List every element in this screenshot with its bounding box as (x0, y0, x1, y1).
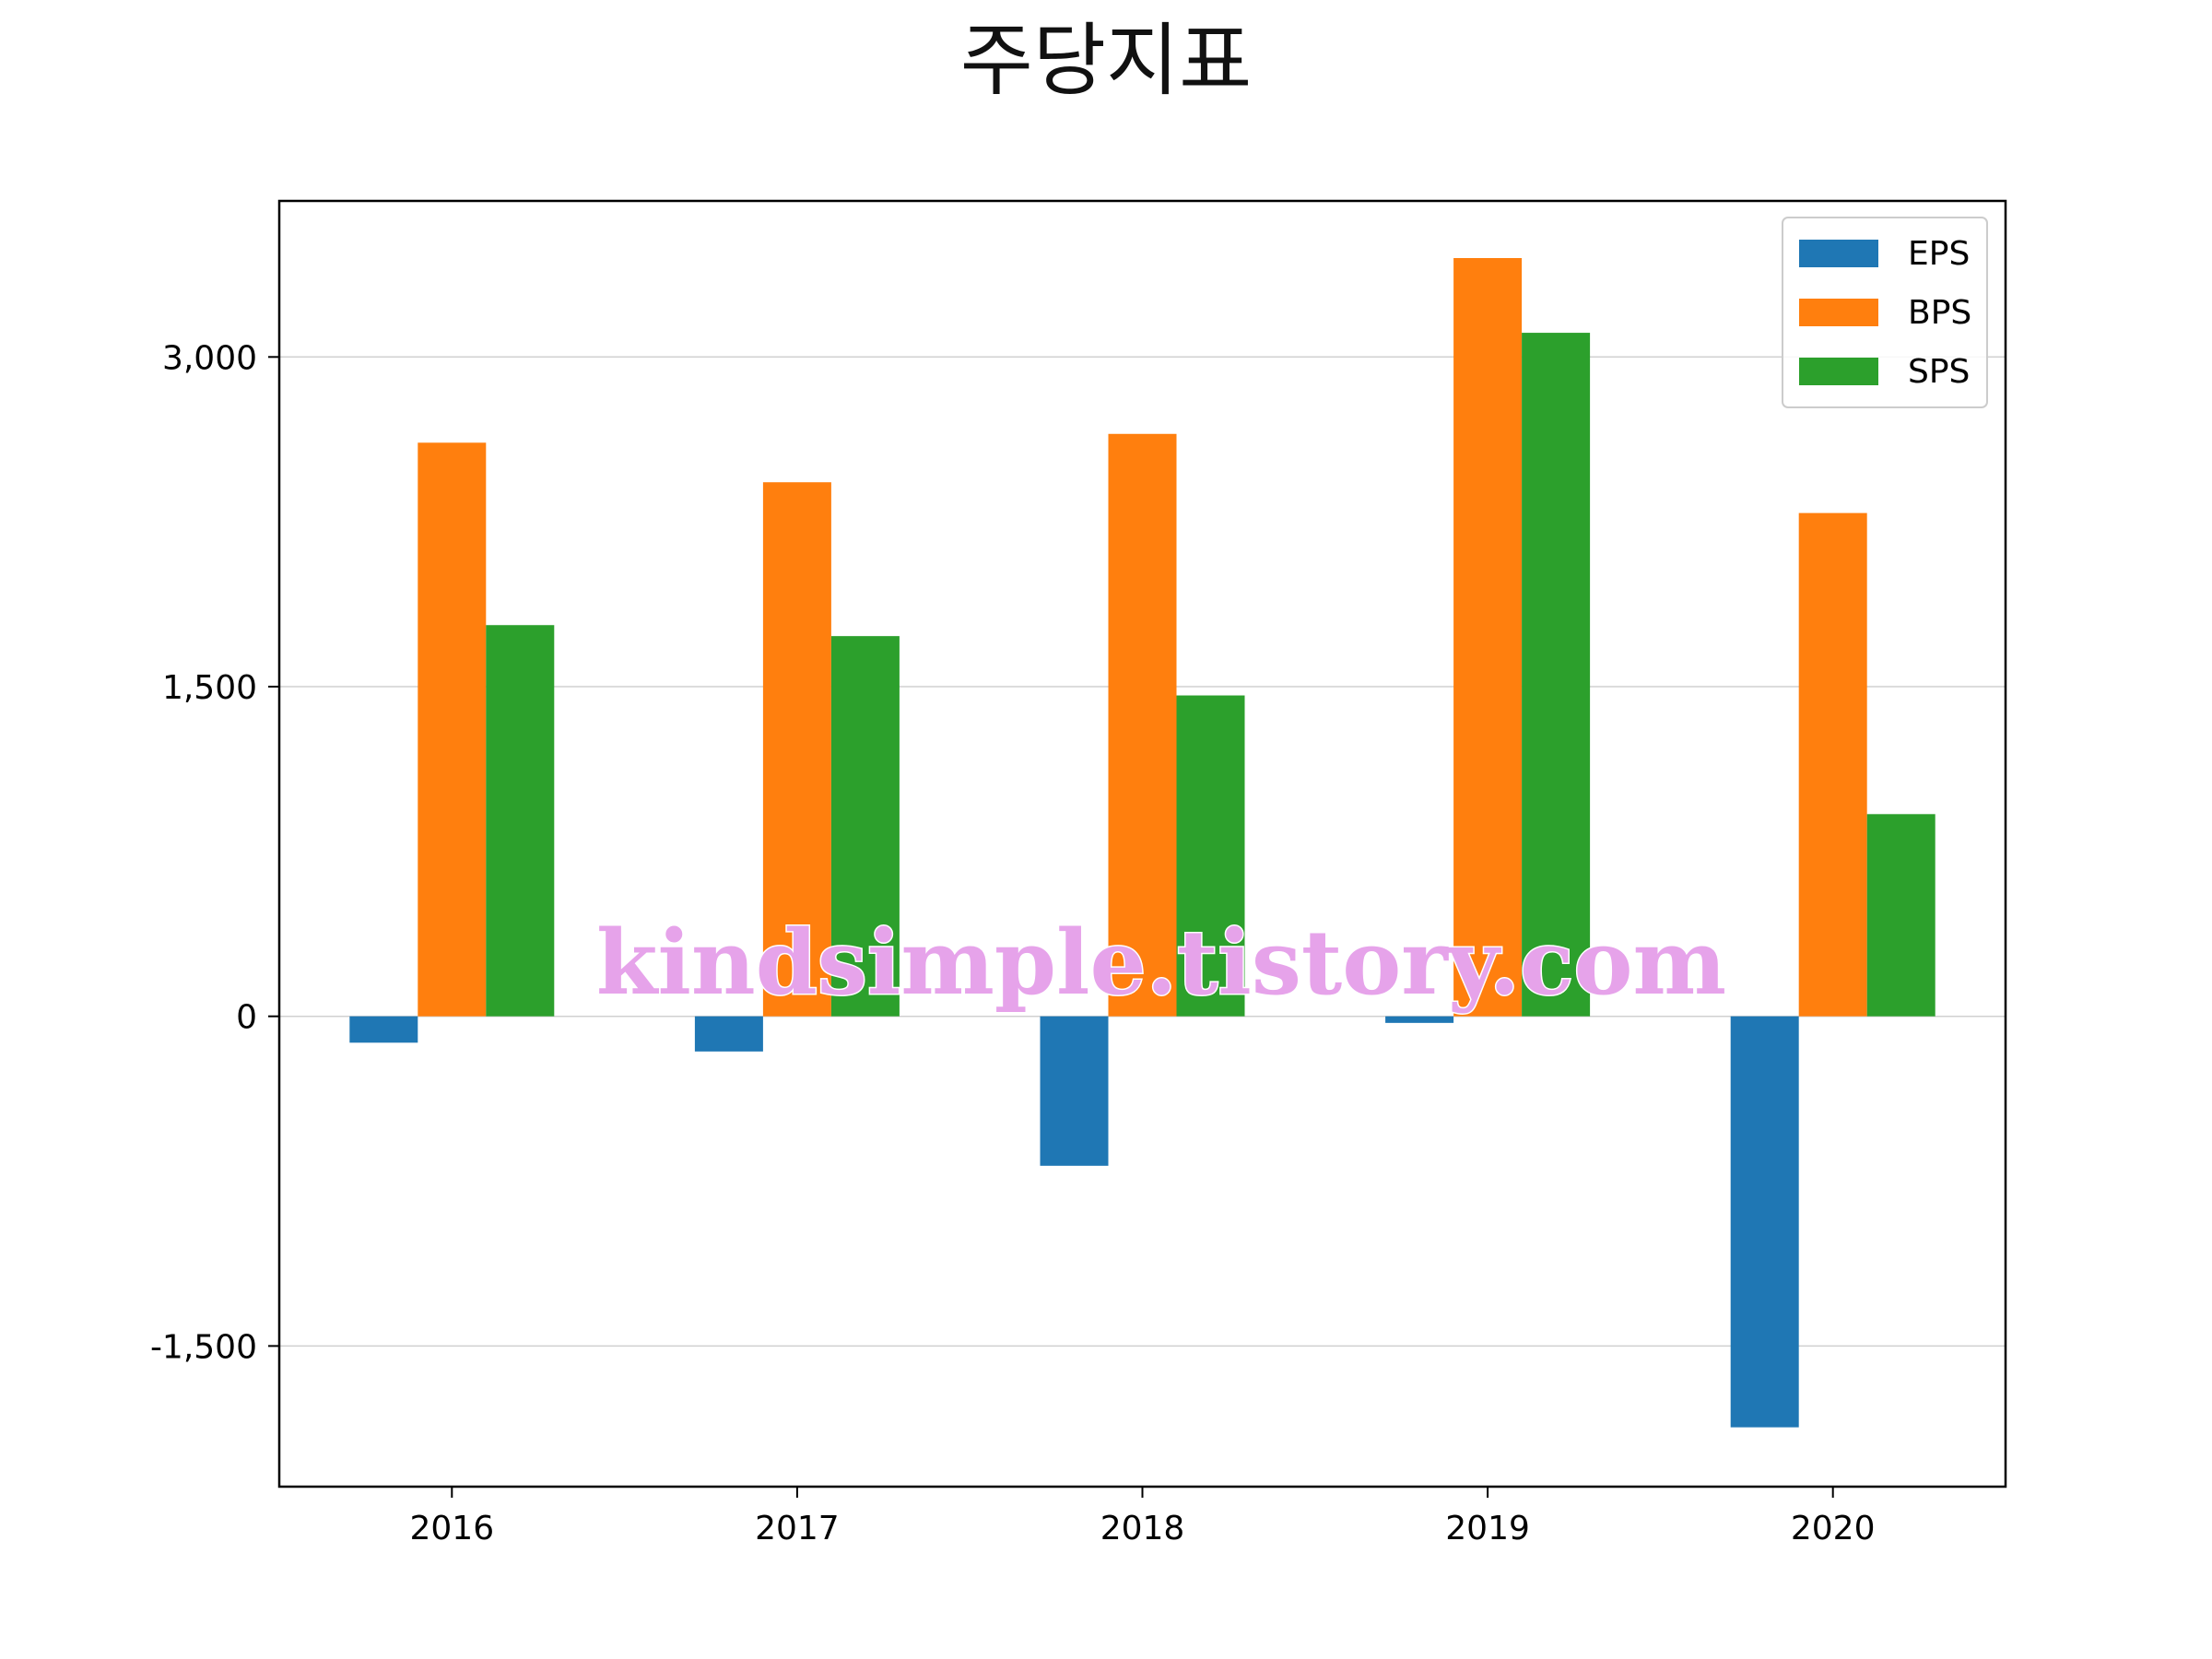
bar-eps-2020 (1730, 1016, 1799, 1428)
x-tick-label: 2016 (409, 1510, 494, 1547)
bar-bps-2018 (1108, 433, 1177, 1017)
bar-sps-2019 (1522, 333, 1591, 1017)
x-tick-label: 2019 (1445, 1510, 1530, 1547)
legend-swatch-eps (1799, 240, 1878, 267)
bar-bps-2017 (762, 482, 831, 1017)
y-tick-label: 3,000 (162, 339, 257, 377)
y-tick-label: 0 (236, 999, 257, 1037)
legend-label-sps: SPS (1908, 353, 1970, 391)
x-tick-label: 2020 (1791, 1510, 1876, 1547)
watermark-text: kindsimple.tistory.com (596, 911, 1726, 1015)
bar-sps-2017 (830, 636, 900, 1017)
bar-sps-2016 (486, 625, 555, 1017)
x-axis: 2016 2017 2018 2019 2020 (409, 1487, 1876, 1547)
bar-sps-2018 (1176, 695, 1245, 1017)
y-axis: -1,500 0 1,500 3,000 (150, 339, 279, 1366)
bars (349, 258, 1936, 1428)
legend-label-eps: EPS (1908, 235, 1970, 273)
bar-bps-2019 (1453, 258, 1523, 1017)
y-tick-label: 1,500 (162, 669, 257, 707)
y-tick-label: -1,500 (150, 1328, 257, 1366)
bar-eps-2017 (694, 1016, 763, 1052)
legend-swatch-sps (1799, 358, 1878, 385)
legend-label-bps: BPS (1908, 294, 1971, 332)
bar-bps-2020 (1798, 512, 1867, 1017)
x-tick-label: 2018 (1100, 1510, 1185, 1547)
plot-frame (277, 199, 2007, 1488)
bar-eps-2018 (1040, 1016, 1109, 1166)
bar-bps-2016 (418, 442, 487, 1017)
x-tick-label: 2017 (755, 1510, 840, 1547)
legend: EPS BPS SPS (1782, 217, 1988, 408)
bar-eps-2019 (1385, 1016, 1454, 1023)
bar-eps-2016 (349, 1016, 418, 1043)
legend-swatch-bps (1799, 299, 1878, 326)
bar-sps-2020 (1866, 814, 1936, 1017)
chart-title: 주당지표 (960, 15, 1252, 107)
